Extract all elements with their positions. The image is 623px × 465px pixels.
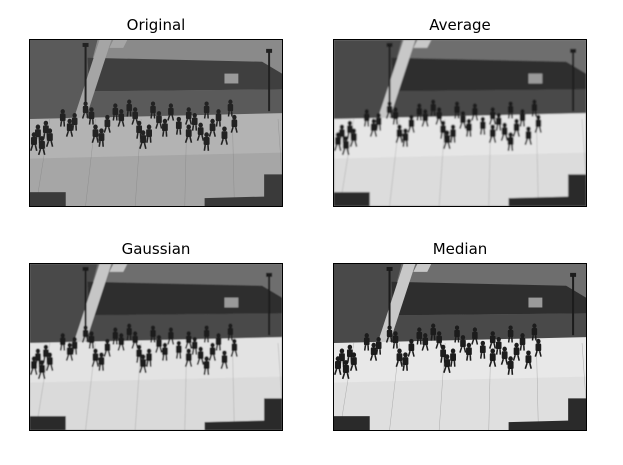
panel-title-gaussian: Gaussian [121, 240, 191, 258]
panel-image-original [29, 39, 283, 207]
panel-title-average: Average [429, 16, 491, 34]
panel-image-gaussian [29, 263, 283, 431]
panel-title-median: Median [432, 240, 488, 258]
panel-title-original: Original [126, 16, 186, 34]
panel-image-median [333, 263, 587, 431]
panel-image-average [333, 39, 587, 207]
